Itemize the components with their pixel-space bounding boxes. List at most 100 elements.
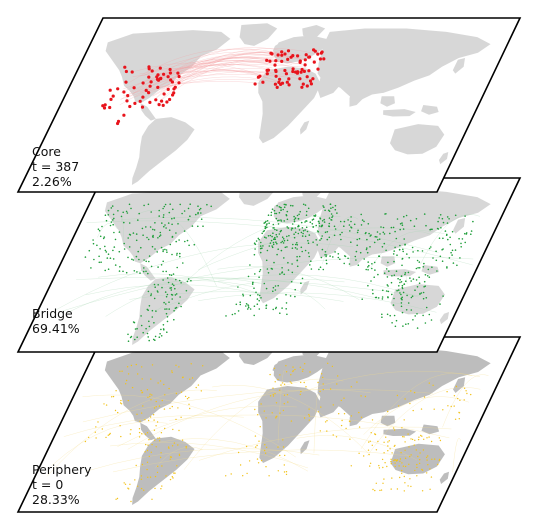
bridge-node (405, 214, 408, 217)
periphery-node (426, 459, 428, 461)
periphery-node (282, 382, 284, 384)
periphery-node (414, 439, 416, 441)
periphery-node (379, 489, 381, 492)
periphery-node (123, 482, 125, 484)
bridge-node (296, 259, 299, 262)
core-link (150, 47, 291, 88)
periphery-node (245, 445, 248, 448)
bridge-node (253, 314, 255, 317)
periphery-node (175, 392, 178, 395)
periphery-node (282, 439, 284, 441)
bridge-node (377, 239, 379, 241)
bridge-node (104, 214, 107, 216)
bridge-node (285, 302, 288, 304)
bridge-node (406, 294, 408, 297)
bridge-node (378, 255, 381, 257)
bridge-node (202, 225, 204, 227)
periphery-node (171, 371, 173, 374)
core-node (305, 84, 309, 88)
bridge-node (394, 230, 396, 233)
bridge-node (431, 228, 433, 231)
bridge-node (280, 220, 283, 222)
bridge-node (184, 240, 186, 243)
bridge-node (266, 226, 268, 229)
bridge-node (278, 211, 281, 214)
periphery-node (303, 381, 305, 384)
bridge-node (448, 218, 450, 220)
bridge-node (394, 325, 397, 328)
bridge-node (410, 309, 413, 311)
bridge-node (449, 243, 452, 246)
periphery-node (396, 459, 399, 461)
bridge-node (321, 248, 324, 251)
bridge-node (428, 313, 431, 316)
bridge-node (263, 236, 266, 238)
periphery-link (82, 388, 433, 423)
bridge-node (190, 279, 192, 282)
periphery-node (115, 390, 117, 392)
bridge-node (297, 232, 300, 235)
core-node (313, 49, 317, 53)
bridge-node (258, 294, 261, 297)
bridge-node (273, 261, 275, 264)
bridge-node (385, 249, 387, 252)
bridge-node (304, 235, 307, 238)
periphery-node (147, 476, 149, 478)
bridge-node (256, 298, 259, 300)
periphery-node (410, 438, 412, 440)
bridge-node (446, 216, 449, 218)
bridge-node (387, 285, 389, 287)
periphery-node (184, 395, 187, 398)
bridge-node (120, 215, 123, 218)
bridge-node (408, 257, 411, 259)
bridge-node (182, 262, 184, 264)
periphery-node (420, 434, 422, 437)
bridge-node (464, 232, 466, 235)
core-link (120, 60, 271, 100)
periphery-node (317, 381, 319, 384)
bridge-node (151, 309, 154, 312)
bridge-node (337, 256, 340, 259)
bridge-node (386, 313, 389, 316)
core-node (124, 69, 128, 74)
bridge-node (183, 210, 186, 212)
periphery-node (155, 406, 157, 408)
periphery-node (322, 376, 324, 379)
bridge-link (86, 220, 473, 266)
bridge-node (356, 244, 359, 247)
core-node (291, 67, 295, 71)
bridge-node (166, 293, 169, 296)
periphery-node (388, 440, 390, 442)
periphery-node (401, 462, 403, 464)
core-node (265, 58, 269, 63)
bridge-node (143, 259, 145, 261)
periphery-node (164, 394, 166, 396)
core-node (158, 66, 162, 70)
periphery-node (283, 383, 286, 385)
bridge-node (442, 295, 444, 297)
periphery-node (349, 420, 351, 423)
bridge-node (103, 236, 106, 238)
bridge-node (191, 225, 194, 227)
periphery-node (256, 458, 259, 460)
periphery-node (302, 368, 304, 371)
bridge-node (376, 231, 379, 233)
bridge-node (368, 264, 370, 267)
bridge-node (237, 286, 239, 288)
periphery-node (273, 367, 276, 370)
periphery-node (169, 458, 171, 460)
periphery-node (289, 381, 291, 383)
core-node (280, 59, 284, 64)
periphery-node (169, 407, 171, 410)
bridge-node (332, 206, 334, 209)
periphery-node (268, 475, 270, 477)
bridge-node (294, 243, 297, 246)
bridge-node (309, 221, 312, 223)
core-node (302, 69, 306, 73)
bridge-node (283, 273, 286, 276)
periphery-node (398, 405, 400, 407)
bridge-node (370, 234, 372, 236)
bridge-node (259, 251, 262, 254)
bridge-node (181, 212, 183, 215)
